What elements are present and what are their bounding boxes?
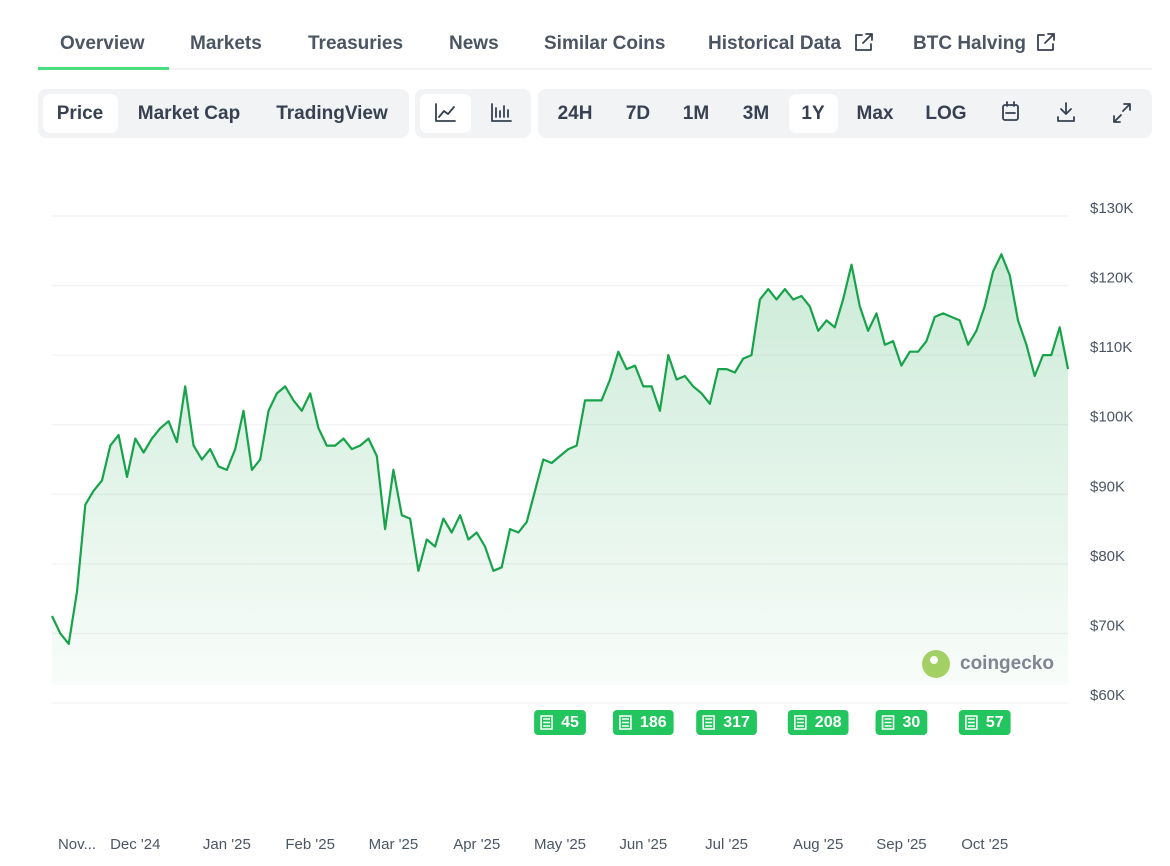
watermark: coingecko bbox=[922, 650, 1054, 678]
x-tick-label: Jun '25 bbox=[619, 836, 667, 853]
news-count: 208 bbox=[815, 714, 842, 731]
x-tick-label: Jul '25 bbox=[705, 836, 748, 853]
news-badge[interactable]: 317 bbox=[696, 710, 757, 735]
x-tick-label: Apr '25 bbox=[453, 836, 500, 853]
news-icon bbox=[702, 715, 716, 730]
nav-tab[interactable]: BTC Halving bbox=[913, 33, 1026, 54]
x-tick-label: Mar '25 bbox=[369, 836, 419, 853]
view-toggle bbox=[38, 89, 409, 138]
external-link-icon bbox=[855, 33, 873, 51]
news-icon bbox=[965, 715, 978, 730]
x-tick-label: Oct '25 bbox=[961, 836, 1008, 853]
view-button[interactable]: Price bbox=[57, 103, 103, 124]
active-view bbox=[43, 94, 118, 133]
active-range bbox=[789, 94, 838, 133]
news-badge[interactable]: 45 bbox=[534, 710, 586, 735]
news-badge[interactable]: 30 bbox=[875, 710, 928, 735]
candle-chart-icon[interactable] bbox=[491, 103, 512, 122]
active-style bbox=[420, 94, 471, 133]
y-tick-label: $60K bbox=[1090, 687, 1125, 704]
active-tab-indicator bbox=[38, 67, 169, 70]
nav-tab[interactable]: Markets bbox=[190, 33, 262, 54]
range-button[interactable]: 7D bbox=[626, 103, 650, 124]
range-button[interactable]: 24H bbox=[558, 103, 593, 124]
x-tick-label: Aug '25 bbox=[793, 836, 843, 853]
news-badge[interactable]: 57 bbox=[958, 710, 1011, 735]
news-count: 186 bbox=[640, 714, 667, 731]
news-icon bbox=[881, 715, 895, 730]
news-icon bbox=[619, 715, 632, 730]
nav-tab[interactable]: News bbox=[449, 33, 499, 54]
x-tick-label: May '25 bbox=[534, 836, 586, 853]
nav-tab[interactable]: Overview bbox=[60, 33, 145, 54]
news-count: 317 bbox=[723, 714, 750, 731]
news-count: 57 bbox=[986, 714, 1004, 731]
y-tick-label: $80K bbox=[1090, 548, 1125, 565]
external-link-icon bbox=[1037, 33, 1055, 51]
news-count: 45 bbox=[561, 714, 579, 731]
news-badge[interactable]: 208 bbox=[787, 710, 849, 735]
news-count: 30 bbox=[903, 714, 921, 731]
view-button[interactable]: TradingView bbox=[276, 103, 388, 124]
x-tick-label: Feb '25 bbox=[285, 836, 335, 853]
range-button[interactable]: Max bbox=[857, 103, 894, 124]
y-tick-label: $110K bbox=[1090, 339, 1132, 356]
range-button[interactable]: LOG bbox=[925, 103, 966, 124]
range-button[interactable]: 3M bbox=[743, 103, 769, 124]
x-tick-label: Sep '25 bbox=[876, 836, 926, 853]
y-tick-label: $90K bbox=[1090, 478, 1125, 495]
news-icon bbox=[794, 715, 807, 730]
x-tick-label: Dec '24 bbox=[110, 836, 160, 853]
y-tick-label: $120K bbox=[1090, 270, 1133, 287]
y-tick-label: $100K bbox=[1090, 409, 1133, 426]
nav-tab[interactable]: Treasuries bbox=[308, 33, 403, 54]
price-line bbox=[51, 253, 1070, 645]
watermark-text: coingecko bbox=[960, 653, 1054, 674]
nav-tab[interactable]: Similar Coins bbox=[544, 33, 665, 54]
download-icon[interactable] bbox=[1057, 102, 1075, 122]
range-button[interactable]: 1Y bbox=[801, 103, 825, 124]
calendar-icon[interactable] bbox=[1002, 101, 1019, 121]
range-toggle bbox=[538, 89, 1152, 138]
y-tick-label: $70K bbox=[1090, 617, 1125, 634]
y-tick-label: $130K bbox=[1090, 200, 1133, 217]
line-chart-icon[interactable] bbox=[435, 103, 456, 122]
x-tick-label: Jan '25 bbox=[203, 836, 251, 853]
x-tick-label: Nov... bbox=[58, 836, 96, 853]
range-button[interactable]: 1M bbox=[683, 103, 709, 124]
news-icon bbox=[540, 715, 553, 730]
fullscreen-icon[interactable] bbox=[1113, 103, 1131, 123]
nav-tab[interactable]: Historical Data bbox=[708, 33, 841, 54]
view-button[interactable]: Market Cap bbox=[138, 103, 240, 124]
news-badge[interactable]: 186 bbox=[612, 710, 674, 735]
area-fill bbox=[52, 254, 1068, 686]
